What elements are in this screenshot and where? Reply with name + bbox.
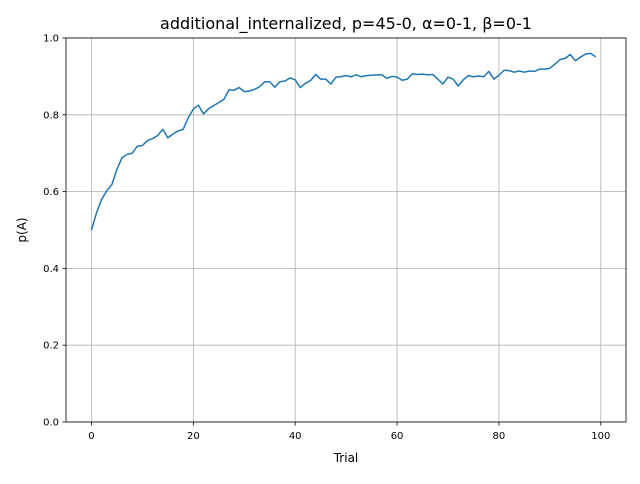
- series-line: [90, 52, 597, 231]
- ticks-layer: 0 20 40 60 80 100 0.0 0.2 0.4 0.6 0.8 1.0: [43, 34, 610, 443]
- chart-title: additional_internalized, p=45-0, α=0-1, …: [160, 14, 532, 34]
- y-tick-label: 0.6: [43, 187, 59, 198]
- x-tick-label: 40: [289, 431, 302, 442]
- series-layer: [90, 52, 597, 231]
- x-axis-label: Trial: [333, 451, 359, 465]
- x-tick-label: 0: [88, 431, 94, 442]
- y-tick-label: 0.8: [43, 110, 59, 121]
- y-tick-label: 1.0: [43, 34, 59, 45]
- x-tick-label: 60: [391, 431, 404, 442]
- x-tick-label: 20: [187, 431, 200, 442]
- axes-layer: [65, 37, 627, 423]
- x-tick-label: 100: [591, 431, 610, 442]
- y-tick-label: 0.0: [43, 418, 59, 429]
- plot-frame: [65, 37, 627, 423]
- y-axis-label: p(A): [15, 217, 29, 242]
- x-tick-label: 80: [493, 431, 506, 442]
- y-tick-label: 0.4: [43, 264, 59, 275]
- y-tick-label: 0.2: [43, 341, 59, 352]
